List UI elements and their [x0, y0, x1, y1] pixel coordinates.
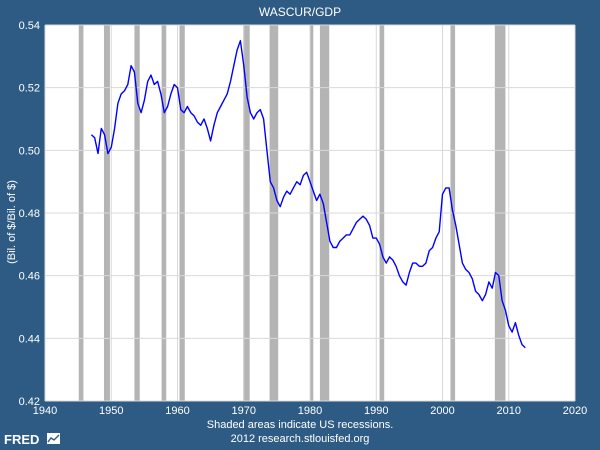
- chart-title: WASCUR/GDP: [259, 5, 341, 19]
- x-tick-label: 2000: [430, 405, 454, 417]
- series-line: [90, 40, 526, 349]
- x-tick-label: 2020: [563, 405, 587, 417]
- x-tick-labels: 1940 1950 1960 1970 1980 1990 2000 2010 2020: [33, 405, 587, 417]
- x-tick-label: 1990: [364, 405, 388, 417]
- y-tick-label: 0.46: [19, 271, 40, 283]
- recession-note: Shaded areas indicate US recessions.: [207, 419, 394, 431]
- fred-chart-icon: [47, 433, 60, 444]
- x-tick-label: 2010: [497, 405, 521, 417]
- x-tick-label: 1950: [99, 405, 123, 417]
- y-tick-label: 0.48: [19, 208, 40, 220]
- fred-logo-text: FRED: [4, 432, 39, 447]
- y-tick-label: 0.54: [19, 20, 40, 32]
- y-tick-label: 0.42: [19, 396, 40, 408]
- y-tick-labels: 0.42 0.44 0.46 0.48 0.50 0.52 0.54: [19, 20, 40, 408]
- x-tick-label: 1940: [33, 405, 57, 417]
- y-tick-label: 0.52: [19, 83, 40, 95]
- y-tick-label: 0.44: [19, 333, 40, 345]
- x-tick-label: 1970: [232, 405, 256, 417]
- source-note: 2012 research.stlouisfed.org: [231, 433, 370, 445]
- fred-logo[interactable]: FRED: [4, 432, 60, 447]
- y-tick-label: 0.50: [19, 145, 40, 157]
- y-axis-label: (Bil. of $/Bil. of $): [6, 180, 18, 264]
- x-tick-label: 1960: [165, 405, 189, 417]
- grid-lines: [44, 24, 576, 402]
- x-tick-label: 1980: [298, 405, 322, 417]
